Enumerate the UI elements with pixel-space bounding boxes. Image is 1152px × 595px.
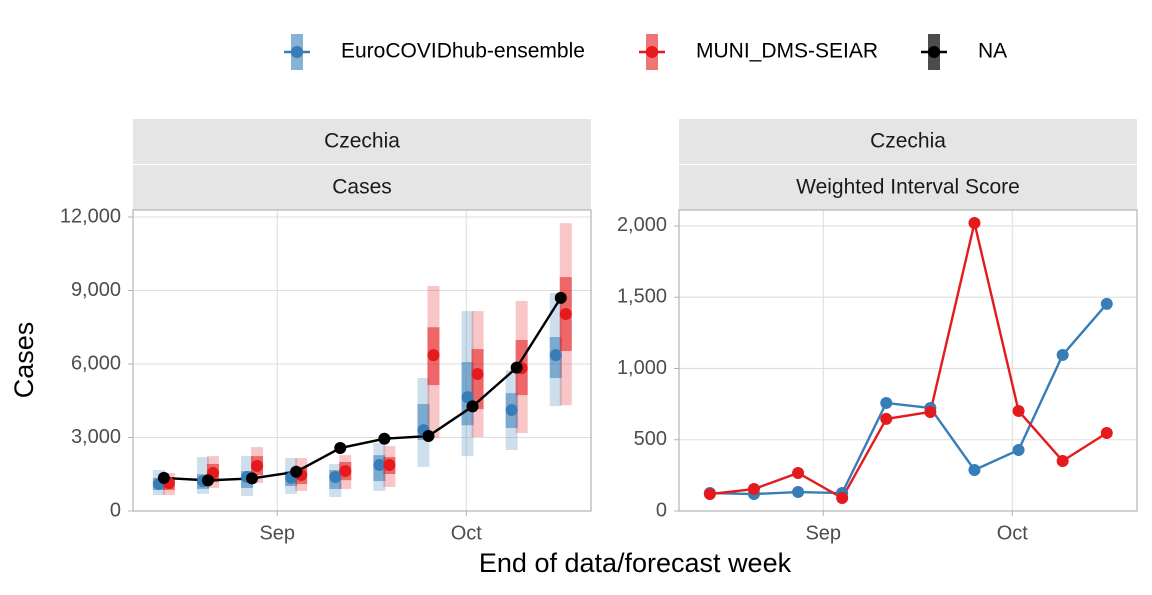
data-point: [924, 405, 937, 418]
x-tick-label: Sep: [805, 522, 841, 544]
data-point: [1056, 348, 1069, 361]
strip-label: Czechia: [870, 130, 946, 153]
legend-marker: [291, 46, 303, 58]
data-point: [466, 400, 479, 413]
strip-background: [679, 165, 1137, 210]
y-axis-title: Cases: [9, 322, 39, 399]
y-tick-label: 9,000: [71, 279, 121, 301]
data-point: [968, 216, 981, 229]
strip-background: [133, 119, 591, 164]
y-tick-label: 500: [634, 428, 667, 450]
data-point: [290, 465, 303, 478]
y-tick-label: 1,000: [617, 357, 667, 379]
strip-background: [133, 165, 591, 210]
data-point: [422, 430, 435, 443]
data-point: [201, 474, 214, 487]
series-line: [163, 297, 562, 482]
data-point: [157, 471, 170, 484]
legend-label: EuroCOVIDhub-ensemble: [341, 40, 585, 63]
data-point: [471, 368, 484, 381]
data-point: [505, 404, 518, 417]
strip-label: Weighted Interval Score: [796, 176, 1020, 199]
series-line: [709, 222, 1108, 500]
data-point: [373, 458, 386, 471]
data-point: [1056, 454, 1069, 467]
strip-label: Cases: [332, 176, 392, 199]
y-tick-label: 0: [110, 499, 121, 521]
data-point: [427, 349, 440, 362]
data-point: [549, 349, 562, 362]
data-point: [329, 470, 342, 483]
data-point: [1012, 404, 1025, 417]
y-tick-label: 6,000: [71, 352, 121, 374]
strip-background: [679, 119, 1137, 164]
data-point: [510, 361, 523, 374]
y-tick-label: 12,000: [60, 205, 121, 227]
data-point: [792, 486, 805, 499]
strip-label: Czechia: [324, 130, 400, 153]
legend-marker: [928, 46, 940, 58]
data-point: [251, 459, 264, 472]
y-tick-label: 3,000: [71, 426, 121, 448]
data-point: [1100, 427, 1113, 440]
data-point: [880, 412, 893, 425]
data-point: [334, 442, 347, 455]
data-point: [246, 472, 259, 485]
y-tick-label: 2,000: [617, 214, 667, 236]
data-point: [383, 458, 396, 471]
x-tick-label: Oct: [451, 522, 483, 544]
data-point: [1100, 297, 1113, 310]
data-point: [880, 396, 893, 409]
legend-marker: [646, 46, 658, 58]
x-axis-title: End of data/forecast week: [479, 548, 792, 578]
data-point: [747, 483, 760, 496]
legend-label: NA: [978, 40, 1007, 63]
data-point: [554, 291, 567, 304]
data-point: [559, 308, 572, 321]
data-point: [836, 492, 849, 505]
data-point: [378, 432, 391, 445]
y-tick-label: 1,500: [617, 286, 667, 308]
series-line: [709, 303, 1108, 496]
x-tick-label: Oct: [997, 522, 1029, 544]
data-point: [461, 391, 474, 404]
data-point: [792, 466, 805, 479]
y-tick-label: 0: [656, 499, 667, 521]
x-tick-label: Sep: [259, 522, 295, 544]
data-point: [968, 463, 981, 476]
legend-label: MUNI_DMS-SEIAR: [696, 40, 878, 63]
data-point: [1012, 444, 1025, 457]
panel-border: [132, 209, 592, 512]
data-point: [703, 488, 716, 501]
panel-border: [678, 209, 1138, 512]
data-point: [339, 465, 352, 478]
